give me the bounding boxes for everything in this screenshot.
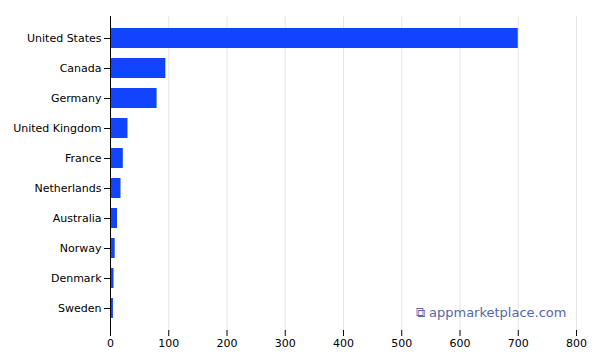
svg-text:500: 500 bbox=[391, 337, 412, 350]
svg-text:Denmark: Denmark bbox=[51, 272, 102, 285]
svg-text:600: 600 bbox=[450, 337, 471, 350]
svg-text:0: 0 bbox=[107, 337, 114, 350]
svg-text:Sweden: Sweden bbox=[58, 302, 101, 315]
svg-text:700: 700 bbox=[508, 337, 529, 350]
svg-text:United Kingdom: United Kingdom bbox=[13, 122, 101, 135]
svg-text:100: 100 bbox=[158, 337, 179, 350]
svg-text:200: 200 bbox=[217, 337, 238, 350]
svg-text:400: 400 bbox=[333, 337, 354, 350]
svg-text:Germany: Germany bbox=[51, 92, 102, 105]
svg-text:France: France bbox=[65, 152, 102, 165]
svg-text:Norway: Norway bbox=[60, 242, 102, 255]
svg-text:Netherlands: Netherlands bbox=[34, 182, 101, 195]
svg-text:United States: United States bbox=[27, 32, 102, 45]
svg-text:300: 300 bbox=[275, 337, 296, 350]
svg-text:Australia: Australia bbox=[53, 212, 102, 225]
svg-text:800: 800 bbox=[566, 337, 587, 350]
svg-text:Canada: Canada bbox=[60, 62, 102, 75]
svg-text:⧉ appmarketplace.com: ⧉ appmarketplace.com bbox=[416, 305, 567, 320]
